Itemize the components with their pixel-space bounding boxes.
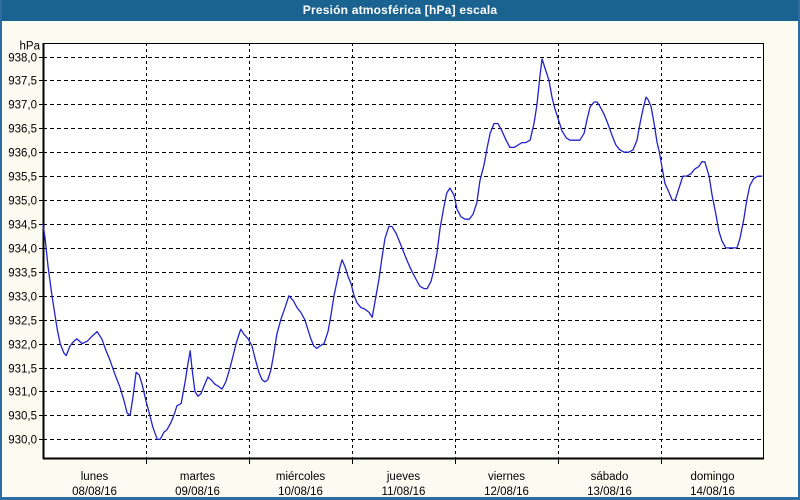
chart-title: Presión atmosférica [hPa] escala bbox=[302, 3, 498, 17]
day-date-label: 13/08/16 bbox=[587, 486, 632, 497]
y-tick-label: 933,0 bbox=[8, 292, 37, 304]
y-tick-label: 936,5 bbox=[8, 124, 37, 136]
y-tick-label: 933,5 bbox=[8, 268, 37, 280]
chart-title-bar: Presión atmosférica [hPa] escala bbox=[2, 0, 798, 21]
y-tick-label: 938,0 bbox=[8, 53, 37, 65]
pressure-line-chart: 938,0 937,5 937,0 936,5 936,0 935,5 935,0 934,5… bbox=[8, 41, 764, 497]
y-tick-label: 934,5 bbox=[8, 220, 37, 232]
y-tick-label: 937,5 bbox=[8, 76, 37, 88]
y-tick-label: 935,5 bbox=[8, 172, 37, 184]
y-tick-label: 930,0 bbox=[8, 435, 37, 447]
day-date-label: 10/08/16 bbox=[278, 486, 323, 497]
y-tick-label: 937,0 bbox=[8, 100, 37, 112]
y-tick-label: 930,5 bbox=[8, 411, 37, 423]
y-tick-label: 935,0 bbox=[8, 196, 37, 208]
day-date-label: 14/08/16 bbox=[690, 486, 735, 497]
day-name-label: martes bbox=[180, 471, 215, 483]
day-name-label: domingo bbox=[690, 471, 734, 483]
day-name-label: sábado bbox=[591, 471, 629, 483]
y-tick-label: 931,0 bbox=[8, 387, 37, 399]
y-axis-unit-label: hPa bbox=[20, 41, 41, 53]
day-date-label: 11/08/16 bbox=[382, 486, 426, 497]
y-tick-label: 932,5 bbox=[8, 316, 37, 328]
day-name-label: jueves bbox=[386, 471, 420, 483]
y-tick-label: 934,0 bbox=[8, 244, 37, 256]
day-date-label: 08/08/16 bbox=[72, 486, 117, 497]
day-name-label: miércoles bbox=[276, 471, 325, 483]
chart-content-area: 938,0 937,5 937,0 936,5 936,0 935,5 935,0 934,5… bbox=[2, 21, 798, 497]
y-tick-label: 931,5 bbox=[8, 364, 37, 376]
pressure-series-line bbox=[42, 58, 763, 440]
y-tick-label: 936,0 bbox=[8, 148, 37, 160]
day-name-label: viernes bbox=[488, 471, 525, 483]
day-name-label: lunes bbox=[81, 471, 109, 483]
day-date-label: 09/08/16 bbox=[175, 486, 220, 497]
day-date-label: 12/08/16 bbox=[484, 486, 529, 497]
y-tick-label: 932,0 bbox=[8, 340, 37, 352]
